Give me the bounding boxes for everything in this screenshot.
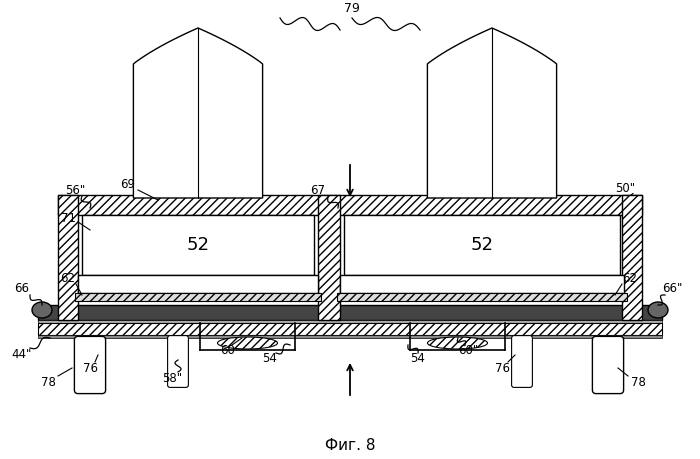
FancyBboxPatch shape (167, 336, 188, 387)
Text: 54: 54 (262, 352, 277, 364)
Bar (337, 293, 627, 301)
Text: 66: 66 (15, 281, 29, 295)
FancyBboxPatch shape (512, 336, 533, 387)
Ellipse shape (32, 302, 52, 318)
Ellipse shape (218, 337, 277, 349)
FancyBboxPatch shape (74, 336, 106, 394)
Text: 60: 60 (220, 343, 235, 357)
Text: 76: 76 (83, 362, 97, 375)
Bar (75, 293, 321, 301)
Text: 67: 67 (311, 184, 326, 196)
Text: 71: 71 (60, 212, 76, 224)
Bar (38, 323, 662, 335)
Text: 52: 52 (470, 236, 494, 254)
Polygon shape (428, 28, 556, 198)
Bar (340, 275, 624, 293)
Text: 78: 78 (631, 375, 645, 388)
Text: 62: 62 (60, 272, 76, 285)
Text: 54: 54 (411, 352, 426, 364)
Text: 62: 62 (622, 272, 638, 285)
Bar (344, 215, 620, 275)
Bar (78, 275, 318, 293)
Text: 78: 78 (41, 375, 55, 388)
Bar (622, 195, 642, 320)
Text: 66": 66" (662, 281, 682, 295)
Ellipse shape (648, 302, 668, 318)
Bar (38, 320, 662, 323)
Ellipse shape (428, 337, 487, 349)
Text: 79: 79 (344, 1, 360, 15)
Bar (58, 195, 78, 320)
Text: Фиг. 8: Фиг. 8 (325, 437, 375, 453)
Bar (318, 195, 340, 320)
Bar (38, 305, 662, 320)
Text: 52: 52 (186, 236, 209, 254)
Text: 50": 50" (615, 181, 635, 195)
Text: 76: 76 (494, 362, 510, 375)
Text: 69: 69 (120, 179, 136, 191)
Bar (38, 335, 662, 338)
Text: 56": 56" (65, 184, 85, 196)
Text: 58": 58" (162, 371, 182, 385)
FancyBboxPatch shape (592, 336, 624, 394)
Bar (82, 215, 314, 275)
Text: 60": 60" (458, 343, 478, 357)
Bar (58, 195, 642, 215)
Text: 44": 44" (12, 348, 32, 362)
Polygon shape (134, 28, 262, 198)
